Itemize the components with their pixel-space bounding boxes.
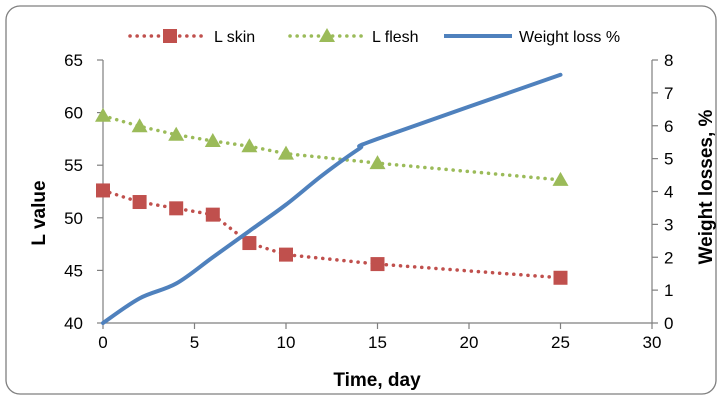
y-left-tick-label: 40 bbox=[64, 314, 83, 333]
legend-item-l-flesh: L flesh bbox=[288, 28, 419, 46]
series-weight-loss bbox=[101, 72, 563, 325]
chart-border bbox=[5, 5, 717, 395]
y-left-tick-label: 60 bbox=[64, 104, 83, 123]
y-right-tick-label: 3 bbox=[664, 215, 673, 234]
data-point-marker bbox=[370, 257, 385, 272]
data-point-marker bbox=[241, 138, 258, 153]
y-left-tick-label: 50 bbox=[64, 209, 83, 228]
data-point-marker bbox=[169, 201, 184, 216]
data-point-marker bbox=[278, 145, 294, 160]
x-tick-label: 0 bbox=[98, 333, 107, 352]
data-point-marker bbox=[242, 236, 257, 251]
y-axis-left-title: L value bbox=[29, 180, 50, 245]
legend-item-l-skin: L skin bbox=[128, 29, 255, 46]
x-tick-label: 25 bbox=[551, 333, 570, 352]
data-point-marker bbox=[553, 270, 568, 285]
series-l-flesh bbox=[95, 107, 569, 186]
series-l-skin bbox=[96, 183, 568, 285]
x-tick-label: 10 bbox=[277, 333, 296, 352]
x-tick-label: 20 bbox=[460, 333, 479, 352]
legend-item-weight-loss: Weight loss % bbox=[444, 29, 620, 46]
legend-label: L flesh bbox=[372, 29, 419, 46]
data-point-marker bbox=[95, 107, 111, 122]
legend-label: L skin bbox=[214, 29, 255, 46]
y-left-tick-label: 55 bbox=[64, 156, 83, 175]
series-line bbox=[101, 72, 563, 325]
y-right-tick-label: 4 bbox=[664, 183, 673, 202]
y-right-tick-label: 7 bbox=[664, 84, 673, 103]
legend-marker-swatch bbox=[163, 29, 177, 43]
y-right-tick-label: 2 bbox=[664, 248, 673, 267]
data-point-marker bbox=[204, 133, 221, 148]
x-tick-label: 30 bbox=[643, 333, 662, 352]
data-point-marker bbox=[369, 155, 386, 170]
y-left-tick-label: 65 bbox=[64, 51, 83, 70]
legend-marker-swatch bbox=[319, 28, 335, 42]
y-right-tick-label: 6 bbox=[664, 117, 673, 136]
x-tick-label: 15 bbox=[368, 333, 387, 352]
x-axis-title: Time, day bbox=[333, 370, 421, 391]
data-point-marker bbox=[96, 183, 110, 198]
series-line bbox=[101, 114, 563, 182]
y-right-tick-label: 1 bbox=[664, 281, 673, 300]
x-tick-label: 5 bbox=[190, 333, 199, 352]
y-right-tick-label: 0 bbox=[664, 314, 673, 333]
legend: L skin L flesh Weight loss % bbox=[128, 28, 620, 46]
data-point-marker bbox=[205, 207, 220, 222]
y-right-tick-label: 8 bbox=[664, 51, 673, 70]
data-point-marker bbox=[168, 126, 185, 141]
y-right-tick-label: 5 bbox=[664, 150, 673, 169]
data-point-marker bbox=[132, 195, 147, 210]
data-point-marker bbox=[279, 247, 293, 262]
series-layer bbox=[95, 72, 569, 325]
series-line bbox=[101, 188, 563, 280]
legend-label: Weight loss % bbox=[519, 29, 620, 46]
data-point-marker bbox=[131, 118, 148, 133]
data-point-marker bbox=[552, 171, 569, 186]
y-left-tick-label: 45 bbox=[64, 261, 83, 280]
y-axis-right-title: Weight losses, % bbox=[696, 109, 717, 264]
